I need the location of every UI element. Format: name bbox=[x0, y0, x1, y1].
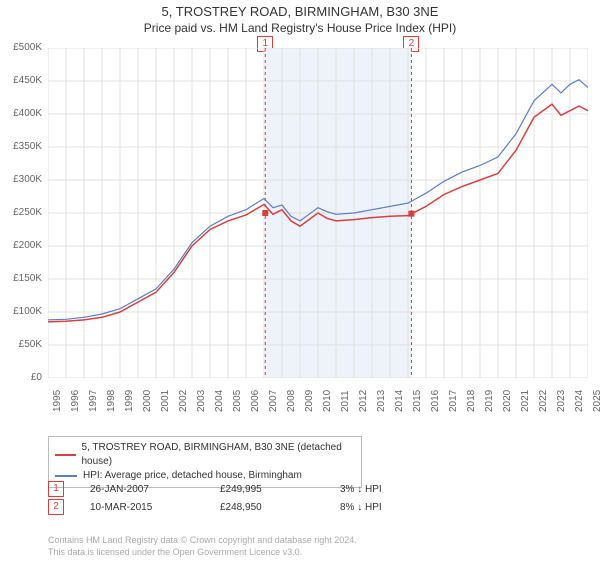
sale-price: £248,950 bbox=[220, 502, 340, 513]
x-tick-label: 2000 bbox=[142, 390, 153, 412]
x-tick-label: 2017 bbox=[448, 390, 459, 412]
down-arrow-icon: ↓ bbox=[357, 484, 362, 495]
x-tick-label: 2005 bbox=[232, 390, 243, 412]
x-tick-label: 1999 bbox=[124, 390, 135, 412]
x-tick-label: 2023 bbox=[556, 390, 567, 412]
sale-pct: 3% ↓ HPI bbox=[340, 484, 400, 495]
sale-row: 2 10-MAR-2015 £248,950 8% ↓ HPI bbox=[48, 498, 588, 516]
x-tick-label: 2003 bbox=[196, 390, 207, 412]
y-tick-label: £0 bbox=[31, 372, 42, 383]
y-tick-label: £50K bbox=[19, 339, 42, 350]
x-tick-label: 2006 bbox=[250, 390, 261, 412]
legend-label: 5, TROSTREY ROAD, BIRMINGHAM, B30 3NE (d… bbox=[82, 441, 356, 469]
page-subtitle: Price paid vs. HM Land Registry's House … bbox=[0, 21, 600, 35]
legend-item-price-paid: 5, TROSTREY ROAD, BIRMINGHAM, B30 3NE (d… bbox=[55, 441, 355, 469]
x-tick-label: 2002 bbox=[178, 390, 189, 412]
sale-pct: 8% ↓ HPI bbox=[340, 502, 400, 513]
sale-index-badge: 2 bbox=[48, 499, 64, 515]
y-tick-label: £200K bbox=[13, 240, 42, 251]
sale-price: £249,995 bbox=[220, 484, 340, 495]
y-tick-label: £400K bbox=[13, 108, 42, 119]
x-tick-label: 1998 bbox=[106, 390, 117, 412]
y-tick-label: £100K bbox=[13, 306, 42, 317]
x-tick-label: 2022 bbox=[538, 390, 549, 412]
sale-index-badge: 1 bbox=[48, 481, 64, 497]
y-tick-label: £500K bbox=[13, 42, 42, 53]
x-tick-label: 2013 bbox=[376, 390, 387, 412]
attribution-line: This data is licensed under the Open Gov… bbox=[48, 546, 588, 558]
x-tick-label: 2019 bbox=[484, 390, 495, 412]
x-tick-label: 2012 bbox=[358, 390, 369, 412]
sales-table: 1 26-JAN-2007 £249,995 3% ↓ HPI 2 10-MAR… bbox=[48, 480, 588, 516]
down-arrow-icon: ↓ bbox=[357, 502, 362, 513]
sale-row: 1 26-JAN-2007 £249,995 3% ↓ HPI bbox=[48, 480, 588, 498]
y-tick-label: £150K bbox=[13, 273, 42, 284]
y-tick-label: £350K bbox=[13, 141, 42, 152]
x-tick-label: 2021 bbox=[520, 390, 531, 412]
x-tick-label: 1997 bbox=[88, 390, 99, 412]
x-tick-label: 2011 bbox=[340, 390, 351, 412]
x-tick-label: 2010 bbox=[322, 390, 333, 412]
y-axis-labels: £0£50K£100K£150K£200K£250K£300K£350K£400… bbox=[0, 48, 44, 378]
x-tick-label: 2014 bbox=[394, 390, 405, 412]
y-tick-label: £300K bbox=[13, 174, 42, 185]
x-axis-labels: 1995 1996 1997 1998 1999 2000 2001 2002 2003 2004… bbox=[48, 382, 588, 418]
sale-date: 26-JAN-2007 bbox=[90, 484, 220, 495]
y-tick-label: £250K bbox=[13, 207, 42, 218]
x-tick-label: 2009 bbox=[304, 390, 315, 412]
x-tick-label: 2008 bbox=[286, 390, 297, 412]
x-tick-label: 2004 bbox=[214, 390, 225, 412]
legend-swatch-hpi bbox=[55, 475, 77, 477]
x-tick-label: 1996 bbox=[70, 390, 81, 412]
attribution: Contains HM Land Registry data © Crown c… bbox=[48, 534, 588, 558]
x-tick-label: 2024 bbox=[574, 390, 585, 412]
x-tick-label: 1995 bbox=[52, 390, 63, 412]
x-tick-label: 2018 bbox=[466, 390, 477, 412]
x-tick-label: 2020 bbox=[502, 390, 513, 412]
x-tick-label: 2016 bbox=[430, 390, 441, 412]
page-title: 5, TROSTREY ROAD, BIRMINGHAM, B30 3NE bbox=[0, 4, 600, 19]
price-chart bbox=[48, 48, 588, 378]
sale-date: 10-MAR-2015 bbox=[90, 502, 220, 513]
attribution-line: Contains HM Land Registry data © Crown c… bbox=[48, 534, 588, 546]
x-tick-label: 2025 bbox=[592, 390, 600, 412]
y-tick-label: £450K bbox=[13, 75, 42, 86]
x-tick-label: 2001 bbox=[160, 390, 171, 412]
x-tick-label: 2015 bbox=[412, 390, 423, 412]
legend-swatch-price-paid bbox=[55, 454, 76, 456]
x-tick-label: 2007 bbox=[268, 390, 279, 412]
